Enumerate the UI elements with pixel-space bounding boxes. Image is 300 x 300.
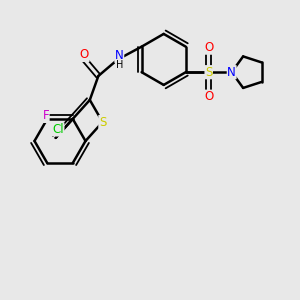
Text: O: O — [204, 41, 213, 54]
Text: N: N — [115, 49, 124, 62]
Text: Cl: Cl — [52, 123, 64, 136]
Text: F: F — [42, 110, 49, 122]
Text: H: H — [116, 60, 123, 70]
Text: S: S — [99, 116, 106, 128]
Text: O: O — [80, 48, 89, 62]
Text: N: N — [227, 66, 236, 79]
Text: S: S — [205, 66, 212, 79]
Text: O: O — [204, 90, 213, 103]
